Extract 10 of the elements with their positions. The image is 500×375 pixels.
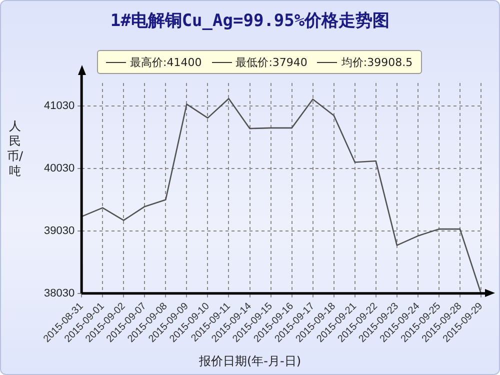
x-axis-title: 报价日期(年-月-日): [198, 353, 302, 370]
chart-title: 1#电解铜Cu_Ag=99.95%价格走势图: [109, 10, 391, 32]
y-tick-label: 40030: [44, 162, 75, 175]
y-axis-title: 人民币/吨: [7, 119, 24, 179]
text: 最高价:41400: [130, 56, 202, 68]
text: 均价:39908.5: [341, 56, 413, 68]
y-tick-label: 38030: [44, 287, 75, 300]
y-tick-label: 39030: [44, 224, 75, 237]
text: 最低价:37940: [236, 56, 308, 68]
y-tick-label: 41030: [44, 100, 75, 112]
